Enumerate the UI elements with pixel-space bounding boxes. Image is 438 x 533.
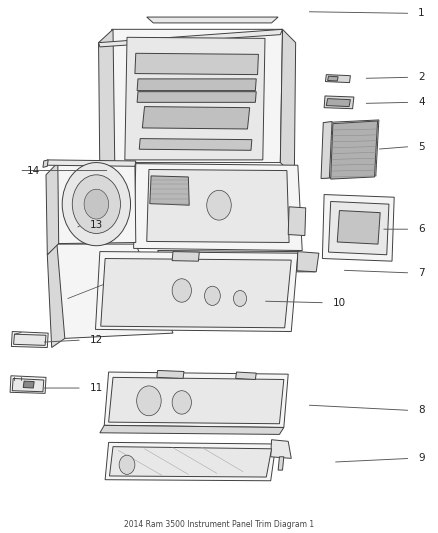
Circle shape bbox=[62, 163, 131, 246]
Polygon shape bbox=[147, 169, 289, 243]
Polygon shape bbox=[142, 107, 250, 129]
Polygon shape bbox=[134, 164, 302, 251]
Text: 10: 10 bbox=[333, 298, 346, 308]
Polygon shape bbox=[288, 207, 306, 236]
Circle shape bbox=[72, 175, 120, 233]
Circle shape bbox=[119, 455, 135, 474]
Polygon shape bbox=[323, 120, 379, 178]
Polygon shape bbox=[47, 244, 65, 348]
Polygon shape bbox=[326, 99, 350, 107]
Polygon shape bbox=[325, 75, 350, 83]
Polygon shape bbox=[147, 17, 278, 23]
Polygon shape bbox=[297, 252, 319, 272]
Polygon shape bbox=[125, 37, 265, 160]
Polygon shape bbox=[150, 176, 189, 205]
Polygon shape bbox=[100, 425, 284, 434]
Polygon shape bbox=[278, 457, 284, 470]
Text: 2014 Ram 3500 Instrument Panel Trim Diagram 1: 2014 Ram 3500 Instrument Panel Trim Diag… bbox=[124, 520, 314, 529]
Polygon shape bbox=[331, 121, 378, 179]
Polygon shape bbox=[112, 29, 283, 163]
Text: 14: 14 bbox=[27, 166, 40, 175]
Polygon shape bbox=[99, 29, 283, 47]
Text: 8: 8 bbox=[418, 406, 425, 415]
Polygon shape bbox=[337, 211, 380, 244]
Polygon shape bbox=[324, 96, 354, 109]
Text: 5: 5 bbox=[418, 142, 425, 151]
Polygon shape bbox=[137, 79, 256, 91]
Text: 12: 12 bbox=[90, 335, 103, 345]
Text: 2: 2 bbox=[418, 72, 425, 82]
Polygon shape bbox=[280, 29, 296, 176]
Polygon shape bbox=[105, 442, 276, 481]
Polygon shape bbox=[328, 201, 389, 255]
Polygon shape bbox=[46, 163, 59, 255]
Text: 13: 13 bbox=[90, 220, 103, 230]
Polygon shape bbox=[157, 370, 184, 378]
Circle shape bbox=[233, 290, 247, 306]
Polygon shape bbox=[321, 122, 332, 179]
Polygon shape bbox=[99, 29, 115, 176]
Circle shape bbox=[84, 189, 109, 219]
Polygon shape bbox=[104, 372, 288, 427]
Polygon shape bbox=[137, 92, 256, 102]
Polygon shape bbox=[14, 334, 46, 345]
Polygon shape bbox=[46, 160, 136, 166]
Polygon shape bbox=[322, 195, 394, 261]
Polygon shape bbox=[23, 381, 34, 388]
Text: 9: 9 bbox=[418, 454, 425, 463]
Polygon shape bbox=[95, 252, 298, 332]
Polygon shape bbox=[271, 440, 291, 458]
Circle shape bbox=[205, 286, 220, 305]
Polygon shape bbox=[110, 447, 272, 477]
Polygon shape bbox=[109, 377, 284, 424]
Polygon shape bbox=[135, 53, 258, 75]
Polygon shape bbox=[139, 139, 252, 150]
Polygon shape bbox=[43, 160, 48, 167]
Polygon shape bbox=[10, 376, 46, 393]
Polygon shape bbox=[101, 259, 291, 328]
Polygon shape bbox=[328, 76, 338, 81]
Text: 7: 7 bbox=[418, 268, 425, 278]
Polygon shape bbox=[158, 251, 315, 272]
Circle shape bbox=[137, 386, 161, 416]
Text: 6: 6 bbox=[418, 224, 425, 234]
Text: 4: 4 bbox=[418, 98, 425, 107]
Polygon shape bbox=[56, 244, 173, 338]
Polygon shape bbox=[172, 252, 199, 261]
Text: 11: 11 bbox=[90, 383, 103, 393]
Circle shape bbox=[172, 279, 191, 302]
Polygon shape bbox=[236, 372, 256, 379]
Polygon shape bbox=[11, 332, 48, 348]
Circle shape bbox=[207, 190, 231, 220]
Circle shape bbox=[172, 391, 191, 414]
Polygon shape bbox=[57, 163, 136, 244]
Polygon shape bbox=[12, 378, 44, 392]
Text: 1: 1 bbox=[418, 9, 425, 18]
